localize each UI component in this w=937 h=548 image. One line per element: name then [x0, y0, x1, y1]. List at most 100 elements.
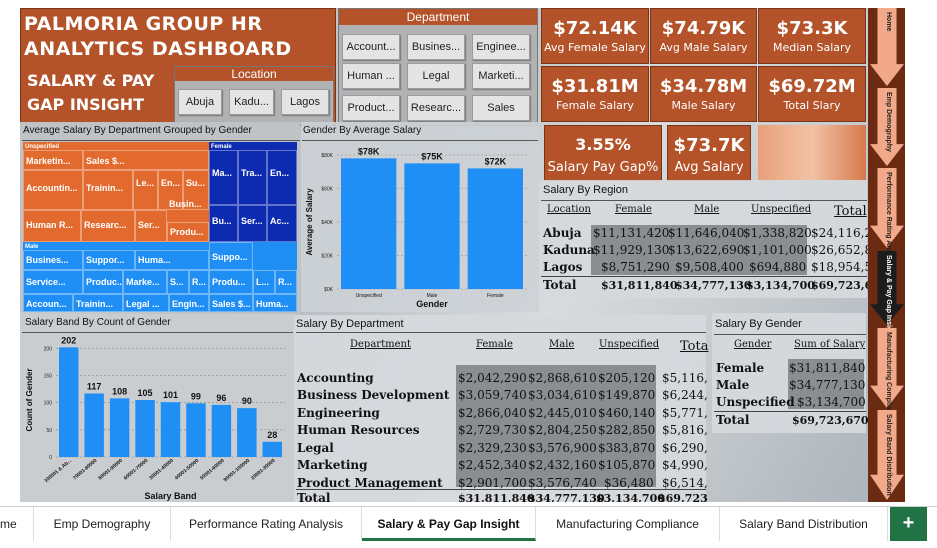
treemap-cell[interactable]: Trainin...	[73, 294, 123, 312]
side-nav-button[interactable]: Salary & Pay Gap Insight	[870, 251, 904, 338]
table-row-label: Unspecified	[716, 395, 795, 409]
location-option-kaduna[interactable]: Kadu...	[229, 89, 274, 115]
treemap-cell[interactable]: Tra...	[238, 150, 267, 205]
add-page-button[interactable]: +	[890, 507, 927, 541]
treemap-cell[interactable]: Ma...	[209, 150, 238, 205]
side-nav-button[interactable]: Home	[870, 8, 904, 86]
treemap-cell[interactable]: Le...	[133, 170, 158, 210]
region-table-grid: Location Female Male Unspecified Total A…	[539, 204, 872, 298]
kpi-female-salary: $31.81M Female Salary	[541, 66, 649, 122]
column-header[interactable]: Total	[834, 204, 867, 219]
treemap-cell[interactable]: Busines...	[23, 250, 83, 270]
treemap-cell[interactable]: En...	[158, 170, 183, 210]
treemap-cell[interactable]: Produc...	[83, 270, 123, 294]
treemap-cell[interactable]: Trainin...	[83, 170, 133, 210]
column-header[interactable]: Male	[694, 204, 720, 215]
department-option-engineering[interactable]: Enginee...	[472, 34, 530, 60]
side-nav-label: Emp Demography	[885, 92, 892, 152]
treemap-cell[interactable]: Engin...	[169, 294, 209, 312]
table-cell: $3,576,900	[528, 441, 597, 455]
x-tick-label: 20001-30000	[250, 458, 277, 482]
kpi-median-salary: $73.3K Median Salary	[758, 8, 866, 64]
table-cell: $34,777,130	[789, 378, 866, 392]
department-option-business[interactable]: Busines...	[407, 34, 465, 60]
treemap-cell[interactable]: Sales $...	[83, 150, 209, 170]
column-header[interactable]: Department	[350, 339, 411, 350]
treemap-cell[interactable]: Suppor...	[83, 250, 135, 270]
tab-salary-band-distribution[interactable]: Salary Band Distribution	[720, 507, 888, 541]
page-title: SALARY & PAY GAP INSIGHT	[27, 71, 155, 114]
tab-emp-demography[interactable]: Emp Demography	[34, 507, 171, 541]
table-cell: $2,901,700	[458, 476, 527, 490]
department-table-grid: Department Female Male Unspecified Tota …	[294, 337, 709, 502]
table-row-label: Engineering	[297, 406, 380, 420]
treemap-cell[interactable]: Researc...	[81, 210, 135, 242]
table-total-label: Total	[716, 413, 750, 427]
column-header[interactable]: Location	[547, 204, 591, 215]
bar	[135, 400, 155, 457]
treemap-cell[interactable]: Ser...	[238, 205, 267, 242]
data-label: 105	[138, 388, 153, 398]
treemap-cell[interactable]: Busin...	[169, 199, 202, 209]
column-header[interactable]: Tota	[680, 339, 709, 354]
treemap-cell[interactable]: Produ...	[209, 270, 253, 294]
table-total-cell: $3,134,700	[746, 279, 815, 292]
treemap-cell[interactable]: R...	[189, 270, 209, 294]
y-tick-label: 200	[44, 346, 53, 352]
department-option-product[interactable]: Product...	[342, 95, 400, 121]
table-cell: $4,990,	[662, 458, 708, 472]
treemap-cell[interactable]: Ser...	[135, 210, 167, 242]
side-nav-button[interactable]: Performance Rating Analysis	[870, 168, 904, 269]
treemap-cell[interactable]: Bu...	[209, 205, 238, 242]
treemap-cell[interactable]: Marketin...	[23, 150, 83, 170]
location-option-lagos[interactable]: Lagos	[281, 89, 329, 115]
treemap-cell[interactable]: Service...	[23, 270, 83, 294]
treemap-cell[interactable]: L...	[253, 270, 275, 294]
department-option-research[interactable]: Researc...	[407, 95, 465, 121]
column-header[interactable]: Female	[476, 339, 513, 350]
department-option-legal[interactable]: Legal	[407, 63, 465, 89]
treemap-cell[interactable]: Suppo...	[209, 242, 253, 270]
column-header[interactable]: Unspecified	[599, 339, 660, 350]
department-table-title: Salary By Department	[296, 318, 404, 330]
treemap-cell[interactable]: Sales $...	[209, 294, 253, 312]
column-header[interactable]: Female	[615, 204, 652, 215]
side-nav-button[interactable]: Salary Band Distribution	[870, 410, 904, 500]
treemap-cell[interactable]: Produ...	[167, 222, 209, 242]
column-header[interactable]: Male	[549, 339, 575, 350]
treemap-cell[interactable]: R...	[275, 270, 297, 294]
department-option-accounting[interactable]: Account...	[342, 34, 400, 60]
table-cell: $8,751,290	[601, 260, 670, 274]
y-tick-label: 0	[49, 455, 52, 461]
x-tick-label: 50001-60000	[199, 458, 226, 482]
tab-performance-rating[interactable]: Performance Rating Analysis	[171, 507, 362, 541]
side-nav-button[interactable]: Emp Demography	[870, 88, 904, 166]
treemap-cell[interactable]: Accoun...	[23, 294, 73, 312]
treemap-cell[interactable]: Huma...	[253, 294, 297, 312]
treemap-cell[interactable]: Su...	[183, 170, 209, 210]
treemap-cell[interactable]: S...	[167, 270, 189, 294]
treemap-cell[interactable]: Huma...	[135, 250, 209, 270]
x-tick-label: 70001-80000	[72, 458, 99, 482]
treemap-cell[interactable]: Ac...	[267, 205, 297, 242]
treemap-cell[interactable]: Legal ...	[123, 294, 169, 312]
treemap-cell[interactable]: Marke...	[123, 270, 167, 294]
tab-home[interactable]: me	[0, 507, 34, 541]
treemap-cell[interactable]: Accountin...	[23, 170, 83, 210]
department-option-sales[interactable]: Sales	[472, 95, 530, 121]
department-option-human[interactable]: Human ...	[342, 63, 400, 89]
data-label: 101	[163, 390, 178, 400]
tab-manufacturing-compliance[interactable]: Manufacturing Compliance	[536, 507, 720, 541]
side-nav-button[interactable]: Manufacturing Compliance	[870, 328, 904, 422]
department-option-marketing[interactable]: Marketi...	[472, 63, 530, 89]
treemap-cell[interactable]: En...	[267, 150, 297, 205]
column-header[interactable]: Sum of Salary	[794, 339, 866, 350]
location-option-abuja[interactable]: Abuja	[178, 89, 222, 115]
table-total-cell: $34,777,130	[675, 279, 752, 292]
treemap-cell[interactable]: Human R...	[23, 210, 81, 242]
column-header[interactable]: Gender	[734, 339, 772, 350]
table-total-cell: $69,723	[658, 492, 708, 502]
tab-salary-pay-gap[interactable]: Salary & Pay Gap Insight	[362, 507, 536, 541]
table-cell: $3,034,610	[528, 388, 597, 402]
column-header[interactable]: Unspecified	[751, 204, 812, 215]
